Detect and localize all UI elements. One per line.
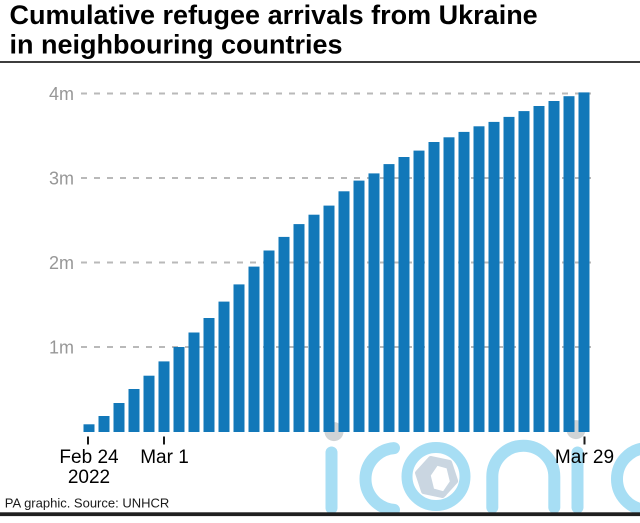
svg-text:Mar 1: Mar 1 <box>140 447 189 468</box>
svg-text:Mar 29: Mar 29 <box>555 447 614 468</box>
svg-text:PA graphic. Source: UNHCR: PA graphic. Source: UNHCR <box>5 496 170 511</box>
svg-text:3m: 3m <box>49 169 74 189</box>
svg-text:Cumulative refugee arrivals fr: Cumulative refugee arrivals from Ukraine <box>10 0 538 30</box>
svg-text:2022: 2022 <box>68 467 110 488</box>
svg-text:4m: 4m <box>49 84 74 104</box>
svg-text:in neighbouring countries: in neighbouring countries <box>10 30 343 60</box>
svg-text:2m: 2m <box>49 253 74 273</box>
svg-text:1m: 1m <box>49 338 74 358</box>
svg-text:Feb 24: Feb 24 <box>59 447 119 468</box>
